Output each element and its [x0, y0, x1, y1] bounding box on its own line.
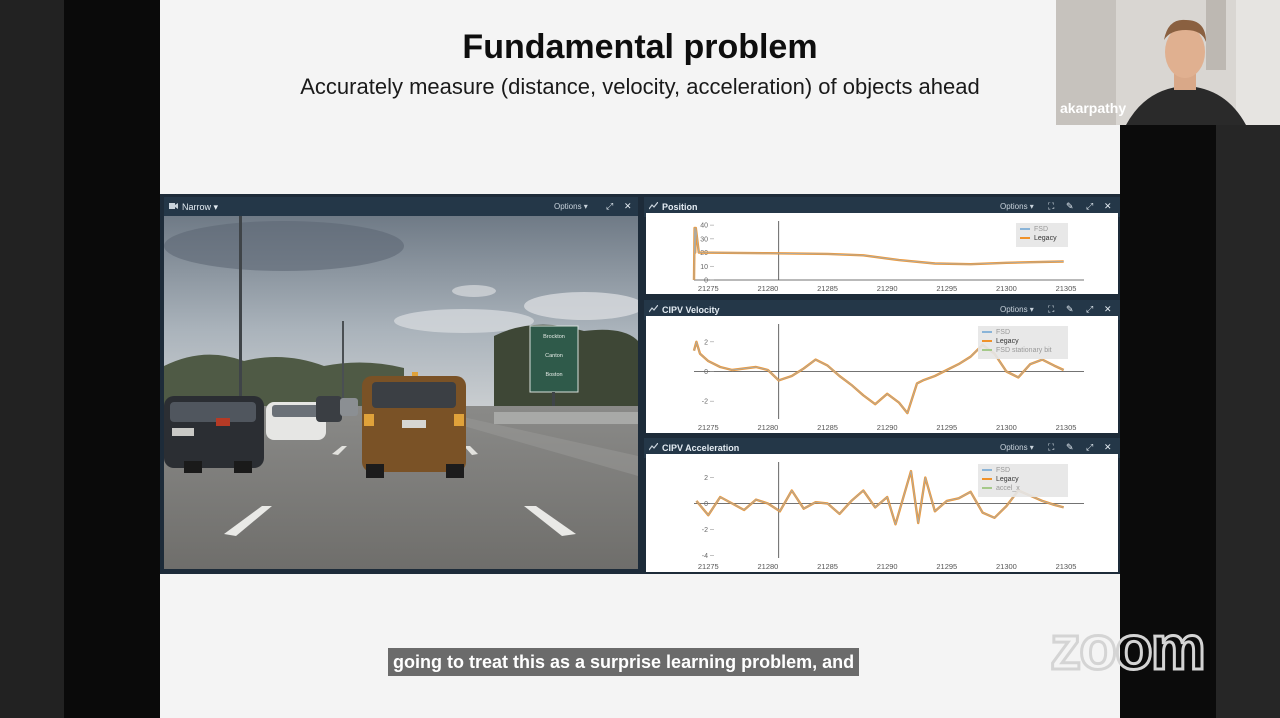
legend-label: Legacy: [1034, 235, 1057, 242]
fit-icon[interactable]: ⛶: [1048, 201, 1055, 211]
velocity-chart-svg: -2 0 2 21275 21280 21285 21290 21295 21300 21305 F…: [692, 324, 1084, 432]
expand-icon[interactable]: ⤢: [1086, 201, 1094, 211]
legend-label: FSD: [996, 329, 1010, 336]
legend-label: Legacy: [996, 338, 1019, 345]
zoom-logo-text: zoom: [1050, 617, 1204, 681]
x-tick-label: 21305: [1056, 423, 1077, 432]
y-tick-label: 40: [700, 223, 708, 230]
x-tick-label: 21275: [698, 423, 719, 432]
x-tick-label: 21290: [877, 562, 898, 571]
panel-title-velocity: CIPV Velocity: [662, 305, 720, 315]
panel-title-position: Position: [662, 202, 698, 212]
options-menu[interactable]: Options ▾: [1000, 202, 1034, 211]
legend-box: [1016, 223, 1068, 247]
y-tick-label: 2: [704, 475, 708, 482]
line-chart-icon: [649, 305, 658, 313]
acceleration-chart[interactable]: -4 -2 0 2 21275 21280 21285 21290 21295 21300 2130…: [646, 454, 1118, 572]
sign-line-2: Canton: [545, 353, 563, 359]
participant-video[interactable]: akarpathy: [1056, 0, 1280, 125]
x-tick-label: 21280: [758, 562, 779, 571]
slide-subtitle: Accurately measure (distance, velocity, …: [300, 74, 980, 99]
zoom-logo: zoom: [1049, 617, 1208, 681]
x-tick-label: 21305: [1056, 284, 1077, 293]
close-icon[interactable]: ✕: [1104, 304, 1112, 314]
x-tick-label: 21300: [996, 423, 1017, 432]
position-panel-header: Position Options ▾ ⛶ ✎ ⤢ ✕: [644, 197, 1120, 217]
series-line-legacy: [692, 226, 1064, 281]
live-caption: going to treat this as a surprise learni…: [388, 648, 860, 676]
close-icon[interactable]: ✕: [1104, 201, 1112, 211]
panel-title-acceleration: CIPV Acceleration: [662, 443, 740, 453]
legend-box: [978, 464, 1068, 497]
left-frame: [0, 0, 160, 718]
x-tick-label: 21295: [936, 423, 957, 432]
y-tick-label: 30: [700, 236, 708, 243]
acceleration-chart-svg: -4 -2 0 2 21275 21280 21285 21290 21295 21300 2130…: [694, 462, 1084, 571]
y-tick-label: -2: [702, 399, 708, 406]
y-tick-label: -4: [702, 553, 708, 560]
fit-icon[interactable]: ⛶: [1048, 442, 1055, 452]
options-menu[interactable]: Options ▾: [1000, 443, 1034, 452]
x-tick-label: 21285: [817, 423, 838, 432]
velocity-chart[interactable]: -2 0 2 21275 21280 21285 21290 21295 21300 21305 F…: [646, 316, 1118, 433]
participant-name: akarpathy: [1060, 100, 1127, 116]
x-tick-label: 21275: [698, 284, 719, 293]
sign-line-1: Brockton: [543, 334, 565, 340]
x-tick-label: 21305: [1056, 562, 1077, 571]
x-tick-label: 21295: [936, 284, 957, 293]
series-line-fsd: [696, 470, 1064, 525]
slide-title: Fundamental problem: [462, 28, 818, 66]
options-menu[interactable]: Options ▾: [1000, 305, 1034, 314]
edit-icon[interactable]: ✎: [1066, 304, 1074, 314]
legend-label: FSD stationary bit: [996, 347, 1052, 354]
expand-icon[interactable]: ⤢: [606, 201, 614, 211]
velocity-panel-header: CIPV Velocity Options ▾ ⛶ ✎ ⤢ ✕: [644, 300, 1120, 320]
x-tick-label: 21280: [758, 284, 779, 293]
legend-label: FSD: [996, 467, 1010, 474]
y-tick-label: -2: [702, 527, 708, 534]
close-icon[interactable]: ✕: [624, 201, 632, 211]
series-line-fsd: [693, 341, 1064, 414]
acceleration-panel-header: CIPV Acceleration Options ▾ ⛶ ✎ ⤢ ✕: [644, 438, 1120, 458]
y-tick-label: 0: [704, 501, 708, 508]
edit-icon[interactable]: ✎: [1066, 442, 1074, 452]
x-tick-label: 21300: [996, 562, 1017, 571]
camera-options-menu[interactable]: Options ▾: [554, 202, 588, 211]
x-tick-label: 21285: [817, 284, 838, 293]
telemetry-dashboard: Narrow ▾ Options ▾ ⤢ ✕: [160, 194, 1120, 574]
legend-label: Legacy: [996, 476, 1019, 483]
sign-line-3: Boston: [545, 372, 562, 378]
x-tick-label: 21285: [817, 562, 838, 571]
line-chart-icon: [649, 202, 658, 210]
x-tick-label: 21275: [698, 562, 719, 571]
y-tick-label: 2: [704, 339, 708, 346]
x-tick-label: 21300: [996, 284, 1017, 293]
y-tick-label: 0: [704, 369, 708, 376]
y-tick-label: 10: [700, 264, 708, 271]
fit-icon[interactable]: ⛶: [1048, 304, 1055, 314]
series-line-fsd: [693, 227, 1064, 281]
close-icon[interactable]: ✕: [1104, 442, 1112, 452]
camera-icon: [169, 203, 178, 209]
x-tick-label: 21295: [936, 562, 957, 571]
legend-label: accel_x: [996, 485, 1020, 492]
y-tick-label: 0: [704, 278, 708, 285]
expand-icon[interactable]: ⤢: [1086, 442, 1094, 452]
participant-video-frame: [1056, 0, 1280, 125]
camera-feed: Brockton Canton Boston: [164, 216, 638, 569]
legend-label: FSD: [1034, 226, 1048, 233]
edit-icon[interactable]: ✎: [1066, 201, 1074, 211]
x-tick-label: 21290: [877, 423, 898, 432]
expand-icon[interactable]: ⤢: [1086, 304, 1094, 314]
legend-box: [978, 326, 1068, 359]
camera-panel-header: Narrow ▾ Options ▾ ⤢ ✕: [164, 197, 638, 217]
x-tick-label: 21290: [877, 284, 898, 293]
camera-select[interactable]: Narrow ▾: [182, 202, 219, 212]
x-tick-label: 21280: [758, 423, 779, 432]
line-chart-icon: [649, 443, 658, 451]
position-chart[interactable]: 0 10 20 30 40 21275 21280 21285 21290 21295 21300 2…: [646, 213, 1118, 294]
shared-slide: Fundamental problem Accurately measure (…: [160, 0, 1120, 718]
